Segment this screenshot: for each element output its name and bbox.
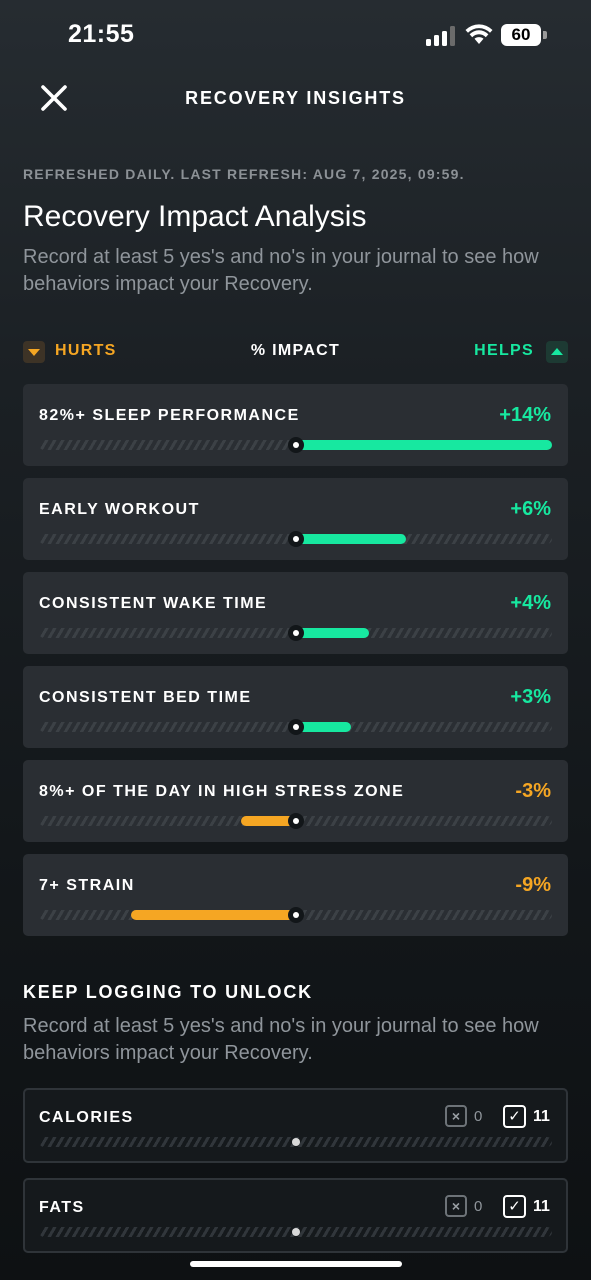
status-bar: 21:55 60 (0, 0, 591, 70)
check-box-icon: ✓ (503, 1195, 526, 1218)
hurts-arrow-icon (23, 341, 45, 363)
baseline-marker (288, 531, 304, 547)
impact-card[interactable]: EARLY WORKOUT +6% (23, 478, 568, 560)
no-count: 0 (474, 1108, 483, 1125)
yes-count: 11 (533, 1198, 550, 1215)
helps-bar (296, 534, 406, 544)
battery-icon: 60 (501, 24, 547, 46)
analysis-description: Record at least 5 yes's and no's in your… (23, 246, 539, 295)
check-box-icon: ✓ (503, 1105, 526, 1128)
impact-label: % IMPACT (250, 342, 341, 359)
behavior-label: FATS (39, 1199, 85, 1216)
x-box-icon: × (445, 1105, 467, 1127)
unlock-description: Record at least 5 yes's and no's in your… (23, 1015, 539, 1064)
impact-legend: HURTS % IMPACT HELPS (23, 340, 568, 364)
impact-label: 8%+ OF THE DAY IN HIGH STRESS ZONE (39, 783, 405, 800)
impact-value: -9% (515, 874, 551, 896)
impact-label: CONSISTENT WAKE TIME (39, 595, 268, 612)
helps-arrow-icon (546, 341, 568, 363)
impact-label: 7+ STRAIN (39, 877, 135, 894)
unlock-title: KEEP LOGGING TO UNLOCK (23, 982, 313, 1002)
baseline-marker (292, 1228, 300, 1236)
impact-value: +6% (510, 498, 551, 520)
impact-value: -3% (515, 780, 551, 802)
hurts-bar (131, 910, 296, 920)
baseline-marker (292, 1138, 300, 1146)
helps-bar (296, 440, 552, 450)
analysis-title: Recovery Impact Analysis (23, 200, 367, 233)
status-time: 21:55 (68, 20, 135, 48)
impact-label: CONSISTENT BED TIME (39, 689, 252, 706)
locked-behavior-card[interactable]: FATS × 0 ✓ 11 (23, 1178, 568, 1253)
impact-card[interactable]: CONSISTENT BED TIME +3% (23, 666, 568, 748)
refresh-info: REFRESHED DAILY. LAST REFRESH: AUG 7, 20… (23, 166, 465, 182)
hurts-label: HURTS (55, 342, 117, 359)
helps-bar (296, 628, 370, 638)
impact-card[interactable]: 8%+ OF THE DAY IN HIGH STRESS ZONE -3% (23, 760, 568, 842)
impact-card[interactable]: 7+ STRAIN -9% (23, 854, 568, 936)
baseline-marker (288, 719, 304, 735)
impact-card[interactable]: CONSISTENT WAKE TIME +4% (23, 572, 568, 654)
impact-value: +4% (510, 592, 551, 614)
cellular-signal-icon (426, 26, 456, 46)
x-box-icon: × (445, 1195, 467, 1217)
impact-label: 82%+ SLEEP PERFORMANCE (39, 407, 300, 424)
behavior-label: CALORIES (39, 1109, 134, 1126)
wifi-icon (465, 24, 493, 44)
baseline-marker (288, 907, 304, 923)
battery-level: 60 (501, 24, 541, 46)
locked-behavior-card[interactable]: CALORIES × 0 ✓ 11 (23, 1088, 568, 1163)
page-title: RECOVERY INSIGHTS (185, 88, 406, 108)
impact-value: +14% (499, 404, 551, 426)
hurts-bar (241, 816, 296, 826)
home-indicator (190, 1261, 402, 1267)
baseline-marker (288, 813, 304, 829)
no-count: 0 (474, 1198, 483, 1215)
impact-value: +3% (510, 686, 551, 708)
baseline-marker (288, 625, 304, 641)
helps-label: HELPS (474, 342, 534, 359)
impact-card[interactable]: 82%+ SLEEP PERFORMANCE +14% (23, 384, 568, 466)
close-icon[interactable] (36, 80, 72, 116)
yes-count: 11 (533, 1108, 550, 1125)
helps-bar (296, 722, 351, 732)
baseline-marker (288, 437, 304, 453)
impact-label: EARLY WORKOUT (39, 501, 200, 518)
